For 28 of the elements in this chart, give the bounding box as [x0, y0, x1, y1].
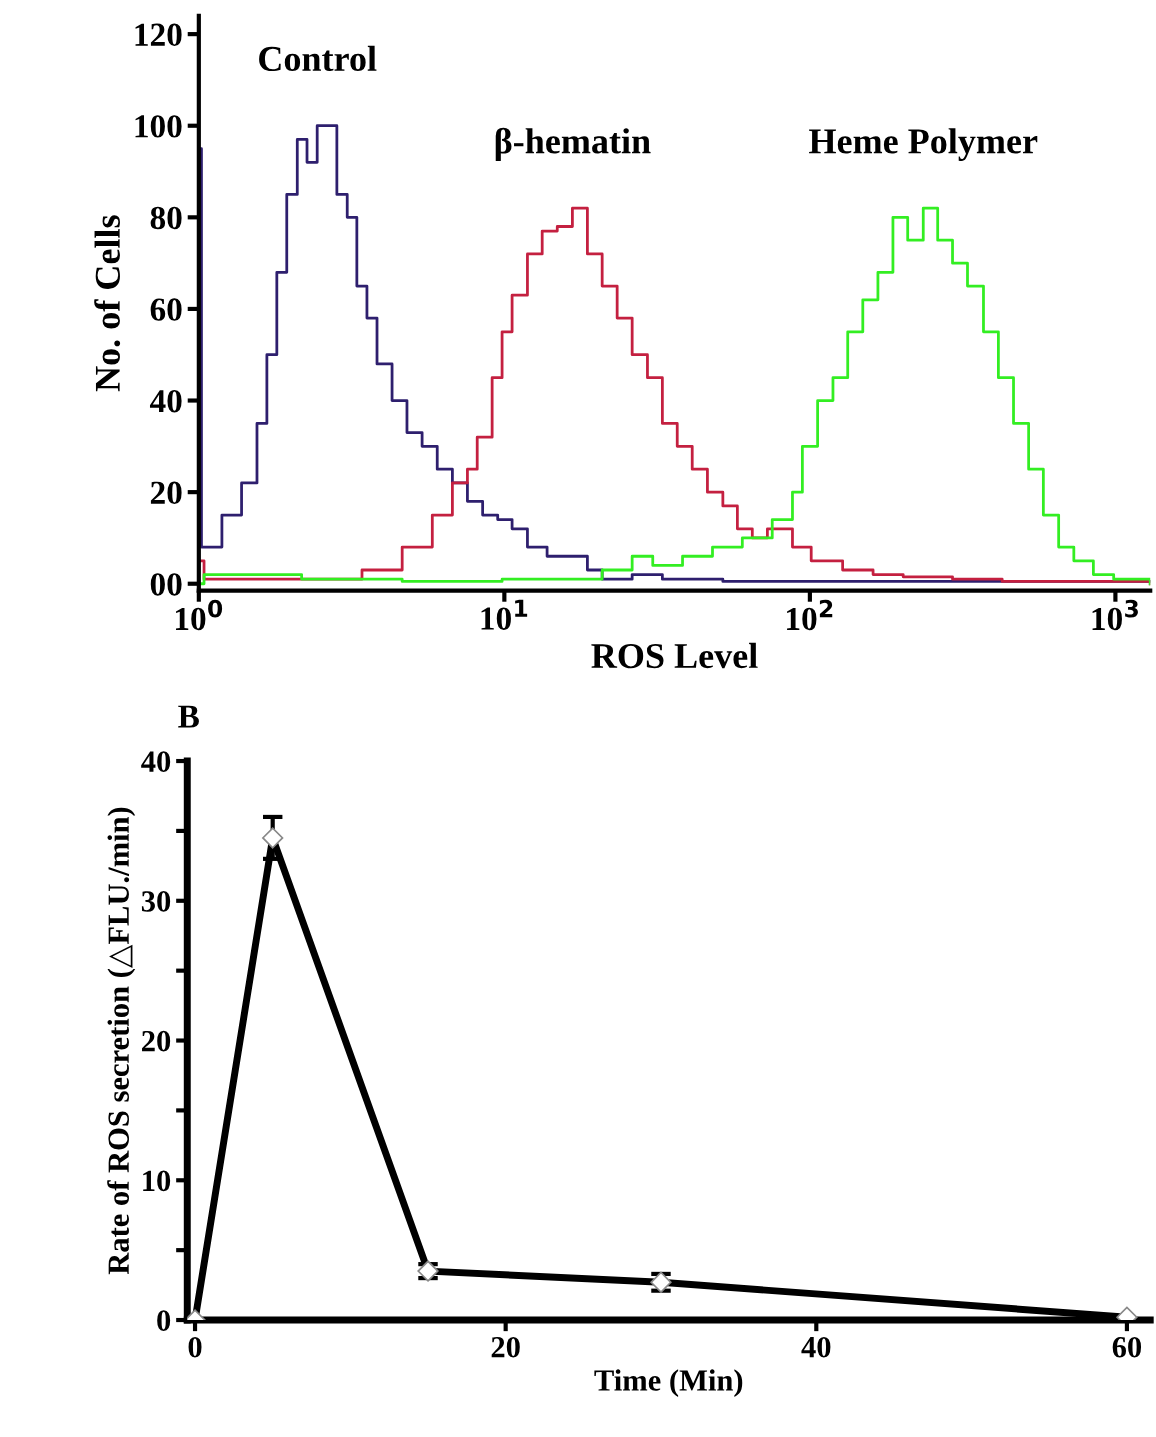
x-tick-label: 40: [801, 1336, 831, 1358]
text: B: [178, 705, 199, 728]
x-tick-label: 10$^{0}$: [176, 599, 223, 631]
y-tick-label: 20: [150, 481, 182, 505]
y-tick-label: 00: [150, 573, 182, 596]
y-tick-label: 120: [135, 23, 182, 47]
series-label: β-hematin: [495, 127, 651, 161]
x-tick-label: 10$^{1}$: [481, 599, 528, 630]
y-tick-label: 20: [142, 1030, 171, 1052]
y-axis-title: Rate of ROS secretion (△FLU./min): [107, 807, 136, 1275]
y-tick-label: 80: [150, 206, 182, 230]
y-tick-label: 30: [141, 891, 171, 912]
x-tick-label: 10$^{2}$: [787, 599, 833, 631]
x-axis-title: Time (Min): [594, 1369, 743, 1397]
y-tick-label: 40: [149, 389, 182, 413]
y-axis-title: No. of Cells: [94, 215, 121, 392]
series-label: Heme Polymer: [809, 128, 1038, 161]
y-tick-label: 10: [143, 1170, 171, 1192]
x-axis-title: ROS Level: [591, 642, 758, 669]
y-tick-label: 60: [150, 298, 182, 321]
x-tick-label: 10$^{3}$: [1092, 599, 1138, 631]
x-tick-label: 20: [491, 1336, 520, 1358]
series-label: Control: [259, 45, 377, 72]
y-tick-label: 100: [135, 115, 182, 138]
y-tick-label: 0: [157, 1310, 171, 1331]
x-tick-label: 0: [188, 1336, 202, 1358]
x-tick-label: 60: [1112, 1336, 1142, 1358]
y-tick-label: 40: [141, 751, 171, 772]
